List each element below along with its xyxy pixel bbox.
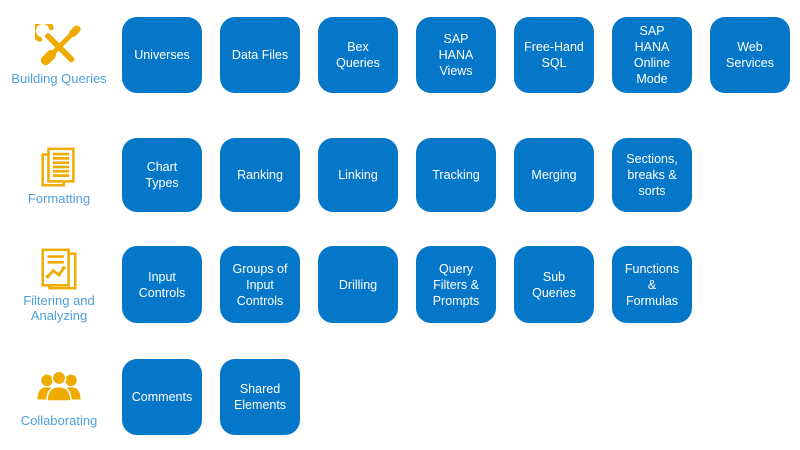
tile-tracking: Tracking (416, 138, 496, 212)
category-row-filtering-and-analyzing: Filtering and Analyzing Input Controls Gro… (0, 246, 800, 323)
tile-input-controls: Input Controls (122, 246, 202, 323)
tile-free-hand-sql: Free-Hand SQL (514, 17, 594, 93)
tile-query-filters-prompts: Query Filters & Prompts (416, 246, 496, 323)
tile-ranking: Ranking (220, 138, 300, 212)
category-row-formatting: Formatting Chart Types Ranking Linking Track… (0, 138, 800, 212)
category-label: Filtering and Analyzing (23, 292, 95, 323)
tile-drilling: Drilling (318, 246, 398, 323)
tile-sap-hana-views: SAP HANA Views (416, 17, 496, 93)
tile-universes: Universes (122, 17, 202, 93)
category-filtering-and-analyzing: Filtering and Analyzing (0, 246, 118, 323)
tile-linking: Linking (318, 138, 398, 212)
category-row-collaborating: Collaborating Comments Shared Elements (0, 359, 800, 435)
tile-sap-hana-online-mode: SAP HANA Online Mode (612, 17, 692, 93)
category-label: Collaborating (20, 412, 98, 428)
tile-groups-of-input-controls: Groups of Input Controls (220, 246, 300, 323)
category-collaborating: Collaborating (0, 359, 118, 435)
tile-chart-types: Chart Types (122, 138, 202, 212)
tile-sections-breaks-sorts: Sections, breaks & sorts (612, 138, 692, 212)
category-building-queries: Building Queries (0, 17, 118, 93)
category-formatting: Formatting (0, 138, 118, 212)
category-row-building-queries: Building Queries Universes Data Files Bex Q… (0, 17, 800, 93)
tile-bex-queries: Bex Queries (318, 17, 398, 93)
tile-comments: Comments (122, 359, 202, 435)
document-lines-icon (35, 144, 83, 190)
category-label: Building Queries (11, 70, 107, 86)
tile-merging: Merging (514, 138, 594, 212)
tile-sub-queries: Sub Queries (514, 246, 594, 323)
tile-functions-formulas: Functions & Formulas (612, 246, 692, 323)
tile-data-files: Data Files (220, 17, 300, 93)
category-label: Formatting (27, 190, 91, 206)
tile-web-services: Web Services (710, 17, 790, 93)
chart-report-icon (35, 246, 83, 292)
tile-shared-elements: Shared Elements (220, 359, 300, 435)
people-icon (35, 366, 83, 412)
tools-icon (35, 23, 83, 70)
